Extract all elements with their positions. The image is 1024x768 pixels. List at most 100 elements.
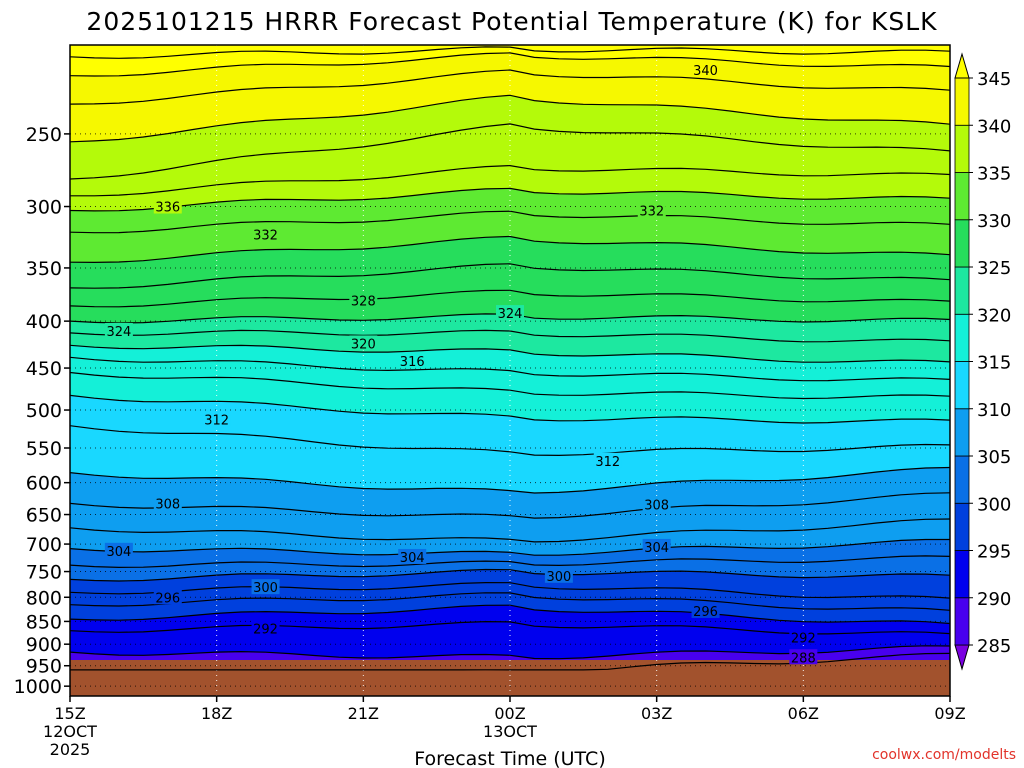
contour-label-bg: [104, 542, 133, 558]
contour-label-bg: [691, 62, 720, 78]
y-tick-label: 800: [26, 587, 62, 609]
contour-296: [69, 592, 951, 611]
colorbar-segment: [954, 77, 970, 126]
colorbar-segment: [954, 502, 970, 551]
colorbar-segment: [954, 124, 970, 173]
theta-band: [70, 425, 950, 493]
contour-label-bg: [593, 452, 622, 468]
x-tick-label: 09Z: [934, 704, 965, 723]
y-tick-label: 900: [26, 634, 62, 656]
contour-label-bg: [398, 352, 427, 368]
contour-label: 340: [693, 64, 718, 79]
y-tick-label: 650: [26, 505, 62, 527]
contour-label: 312: [595, 455, 620, 470]
colorbar-tick-label: 340: [977, 116, 1011, 137]
colorbar-tick-label: 320: [977, 305, 1011, 326]
y-tick-label: 500: [26, 400, 62, 422]
colorbar-tick-label: 290: [977, 589, 1011, 610]
colorbar-tick-label: 300: [977, 494, 1011, 515]
theta-band: [70, 539, 950, 568]
y-tick-label: 600: [26, 473, 62, 495]
contour-302: [69, 555, 951, 569]
x-date-label: 13OCT: [483, 722, 537, 741]
contour-label: 296: [155, 591, 180, 606]
contour-label-bg: [642, 496, 671, 512]
colorbar-segment: [954, 313, 970, 362]
y-tick-label: 1000: [14, 676, 62, 698]
contour-322: [69, 329, 951, 343]
colorbar-segment: [954, 550, 970, 599]
contour-label: 308: [644, 499, 669, 514]
contour-label-bg: [691, 602, 720, 618]
y-tick-label: 250: [26, 124, 62, 146]
credit-label: coolwx.com/modelts: [872, 747, 1016, 763]
contour-label: 292: [253, 622, 278, 637]
contour-334: [69, 187, 951, 212]
contour-label: 324: [106, 325, 131, 340]
colorbar: 285 290 295 300 305 310 315 320 325 330 335 340 345: [954, 52, 1011, 671]
y-tick-label: 400: [26, 311, 62, 333]
y-tick-label: 750: [26, 562, 62, 584]
contour-label: 296: [693, 605, 718, 620]
contour-label: 324: [498, 307, 523, 322]
contour-label-bg: [153, 198, 182, 214]
y-tick-label: 300: [26, 197, 62, 219]
contour-label-bg: [153, 589, 182, 605]
theta-band: [70, 52, 950, 105]
chart-title: 2025101215 HRRR Forecast Potential Tempe…: [86, 7, 937, 36]
contour-318: [69, 356, 951, 382]
y-tick-label: 950: [26, 656, 62, 678]
contour-label-bg: [349, 292, 378, 308]
contour-label: 300: [546, 570, 571, 585]
theta-band: [70, 123, 950, 196]
contour-294: [69, 604, 951, 625]
x-tick-label: 00Z: [494, 704, 525, 723]
y-tick-label: 550: [26, 438, 62, 460]
contour-label-bg: [251, 620, 280, 636]
x-date-label: 12OCT: [43, 722, 97, 741]
contour-label: 328: [351, 295, 376, 310]
contour-label: 304: [644, 541, 669, 556]
contour-label-bg: [104, 322, 133, 338]
contour-label: 292: [791, 631, 816, 646]
y-tick-label: 350: [26, 258, 62, 280]
colorbar-segment: [954, 455, 970, 504]
colorbar-max-arrow: [954, 52, 970, 79]
colorbar-segment: [954, 219, 970, 268]
contour-344: [69, 52, 951, 77]
contour-label: 320: [351, 337, 376, 352]
contour-label: 332: [639, 204, 664, 219]
contour-332: [69, 210, 951, 234]
theta-band: [70, 582, 950, 611]
colorbar-tick-label: 310: [977, 400, 1011, 421]
x-axis-title: Forecast Time (UTC): [414, 748, 605, 768]
contour-label: 288: [791, 651, 816, 666]
contour-326: [69, 289, 951, 308]
contour-312: [69, 425, 951, 457]
colorbar-tick-label: 325: [977, 258, 1011, 279]
colorbar-tick-label: 305: [977, 447, 1011, 468]
theta-band: [70, 492, 950, 542]
contour-label-bg: [251, 579, 280, 595]
theta-band: [70, 45, 950, 59]
contour-label: 316: [400, 355, 425, 370]
theta-band: [70, 519, 950, 556]
x-date-label: 2025: [50, 740, 91, 759]
contour-label: 304: [106, 545, 131, 560]
contour-310: [69, 466, 951, 494]
theta-band: [70, 46, 950, 76]
contour-298: [69, 581, 951, 599]
theta-band: [70, 345, 950, 381]
theta-band: [70, 70, 950, 142]
x-tick-label: 15Z: [54, 704, 85, 723]
contour-346: [69, 46, 951, 59]
contour-342: [69, 69, 951, 105]
contour-320: [69, 344, 951, 363]
contour-306: [69, 518, 951, 543]
x-tick-label: 21Z: [348, 704, 379, 723]
contour-label-bg: [202, 411, 231, 427]
contour-300: [69, 568, 951, 582]
contour-338: [69, 123, 951, 180]
colorbar-tick-label: 285: [977, 636, 1011, 657]
contour-label-bg: [349, 335, 378, 351]
